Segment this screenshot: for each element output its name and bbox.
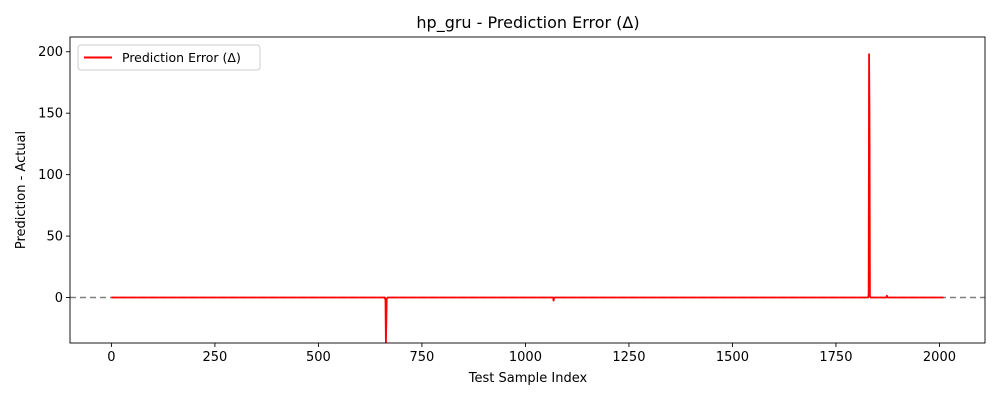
legend-label: Prediction Error (Δ)	[122, 50, 241, 65]
y-axis-label: Prediction - Actual	[14, 131, 29, 249]
legend-box	[77, 44, 261, 71]
x-tick-label: 250	[202, 350, 227, 365]
x-tick-label: 1250	[612, 350, 645, 365]
axes-frame	[69, 36, 986, 344]
series-line-0	[111, 53, 944, 344]
x-tick-label: 2000	[923, 350, 956, 365]
chart-title: hp_gru - Prediction Error (Δ)	[416, 13, 639, 33]
x-tick-label: 1500	[716, 350, 749, 365]
x-tick-label: 1750	[819, 350, 852, 365]
x-tick-label: 1000	[509, 350, 542, 365]
y-tick-label: 200	[38, 45, 63, 60]
x-tick-label: 750	[410, 350, 435, 365]
y-tick-label: 150	[38, 107, 63, 122]
x-tick-label: 500	[306, 350, 331, 365]
y-tick-label: 0	[55, 291, 63, 306]
plot-area: 0 250 500 750 1000 1250 1500 1750 2000 0 50 100 150 2…	[38, 36, 986, 365]
x-axis-label: Test Sample Index	[468, 371, 588, 386]
y-tick-label: 100	[38, 168, 63, 183]
y-tick-label: 50	[46, 230, 63, 245]
x-tick-label: 0	[107, 350, 115, 365]
